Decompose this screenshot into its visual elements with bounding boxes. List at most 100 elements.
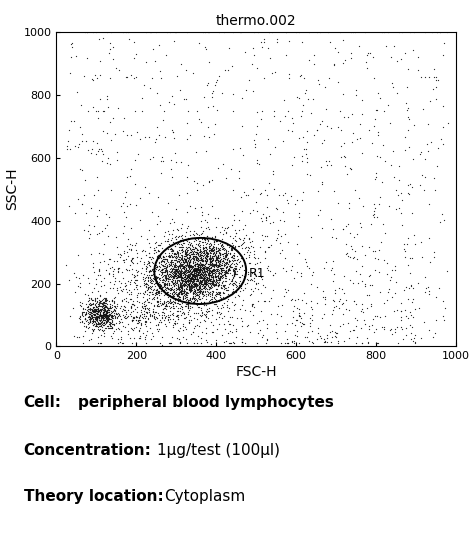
Point <box>188 286 195 295</box>
Point <box>177 288 185 296</box>
Point <box>101 301 108 309</box>
Point <box>186 285 193 294</box>
Point <box>146 278 153 287</box>
Point <box>226 249 234 257</box>
Point <box>70 332 78 341</box>
Point <box>196 271 204 279</box>
Point <box>204 256 211 265</box>
Point <box>237 252 245 260</box>
Point <box>200 265 208 274</box>
Point <box>430 248 438 256</box>
Point <box>265 134 272 143</box>
Point <box>92 321 100 330</box>
Point <box>165 266 172 275</box>
Point <box>243 86 250 94</box>
Point <box>172 302 180 311</box>
Point <box>395 28 403 36</box>
Point <box>132 156 139 165</box>
Point <box>222 268 230 276</box>
Point <box>188 272 196 280</box>
Point <box>432 83 440 91</box>
Point <box>142 58 149 67</box>
Point <box>159 261 167 269</box>
Point <box>153 277 160 285</box>
Point <box>164 257 172 266</box>
Point <box>218 222 226 231</box>
Point <box>188 263 196 272</box>
Point <box>185 258 192 266</box>
Point <box>100 325 108 334</box>
Point <box>189 274 196 283</box>
Point <box>180 272 188 281</box>
Point <box>144 305 151 314</box>
Point <box>197 339 205 348</box>
Point <box>86 293 93 302</box>
Point <box>174 281 182 289</box>
Point <box>181 281 189 289</box>
Point <box>223 260 230 268</box>
Point <box>174 288 182 297</box>
Point <box>102 296 109 305</box>
Point <box>95 306 102 315</box>
Point <box>228 252 235 260</box>
Point <box>142 301 149 310</box>
Point <box>101 310 109 318</box>
Point <box>205 273 212 282</box>
Point <box>231 265 238 274</box>
Point <box>207 268 215 276</box>
Point <box>178 254 185 262</box>
Point <box>130 271 138 279</box>
Point <box>216 290 223 299</box>
Point <box>183 249 190 257</box>
Point <box>118 339 126 348</box>
Point <box>199 268 206 276</box>
Point <box>165 301 173 310</box>
Point <box>157 318 165 327</box>
Point <box>214 264 221 273</box>
Point <box>212 245 219 253</box>
Point <box>183 277 190 285</box>
Point <box>258 43 265 51</box>
Point <box>181 255 188 264</box>
Point <box>102 307 110 316</box>
Point <box>336 304 343 312</box>
Point <box>228 242 236 251</box>
Point <box>165 253 173 261</box>
Point <box>261 232 268 240</box>
Point <box>184 309 192 318</box>
Point <box>105 315 112 324</box>
Point <box>110 265 118 273</box>
Point <box>168 247 176 255</box>
Point <box>250 253 258 262</box>
Point <box>76 314 84 323</box>
Point <box>171 298 178 306</box>
Point <box>196 263 204 272</box>
Point <box>184 262 192 270</box>
Point <box>145 259 152 267</box>
Point <box>220 312 227 321</box>
Point <box>177 257 185 266</box>
Point <box>239 238 247 247</box>
Point <box>242 339 249 348</box>
Point <box>284 126 292 134</box>
Point <box>178 260 186 268</box>
Point <box>99 308 106 316</box>
Point <box>154 297 161 305</box>
Point <box>196 264 204 273</box>
Point <box>296 248 303 257</box>
Point <box>89 305 97 314</box>
Point <box>196 245 204 253</box>
Point <box>337 152 345 161</box>
Point <box>314 76 321 84</box>
Point <box>161 280 169 289</box>
Point <box>86 304 94 313</box>
Point <box>358 262 366 270</box>
Point <box>167 245 175 253</box>
Point <box>139 273 147 281</box>
Point <box>263 338 270 347</box>
Point <box>317 206 324 214</box>
Point <box>99 150 107 158</box>
Point <box>180 263 187 271</box>
Point <box>238 322 246 330</box>
Point <box>166 258 174 266</box>
